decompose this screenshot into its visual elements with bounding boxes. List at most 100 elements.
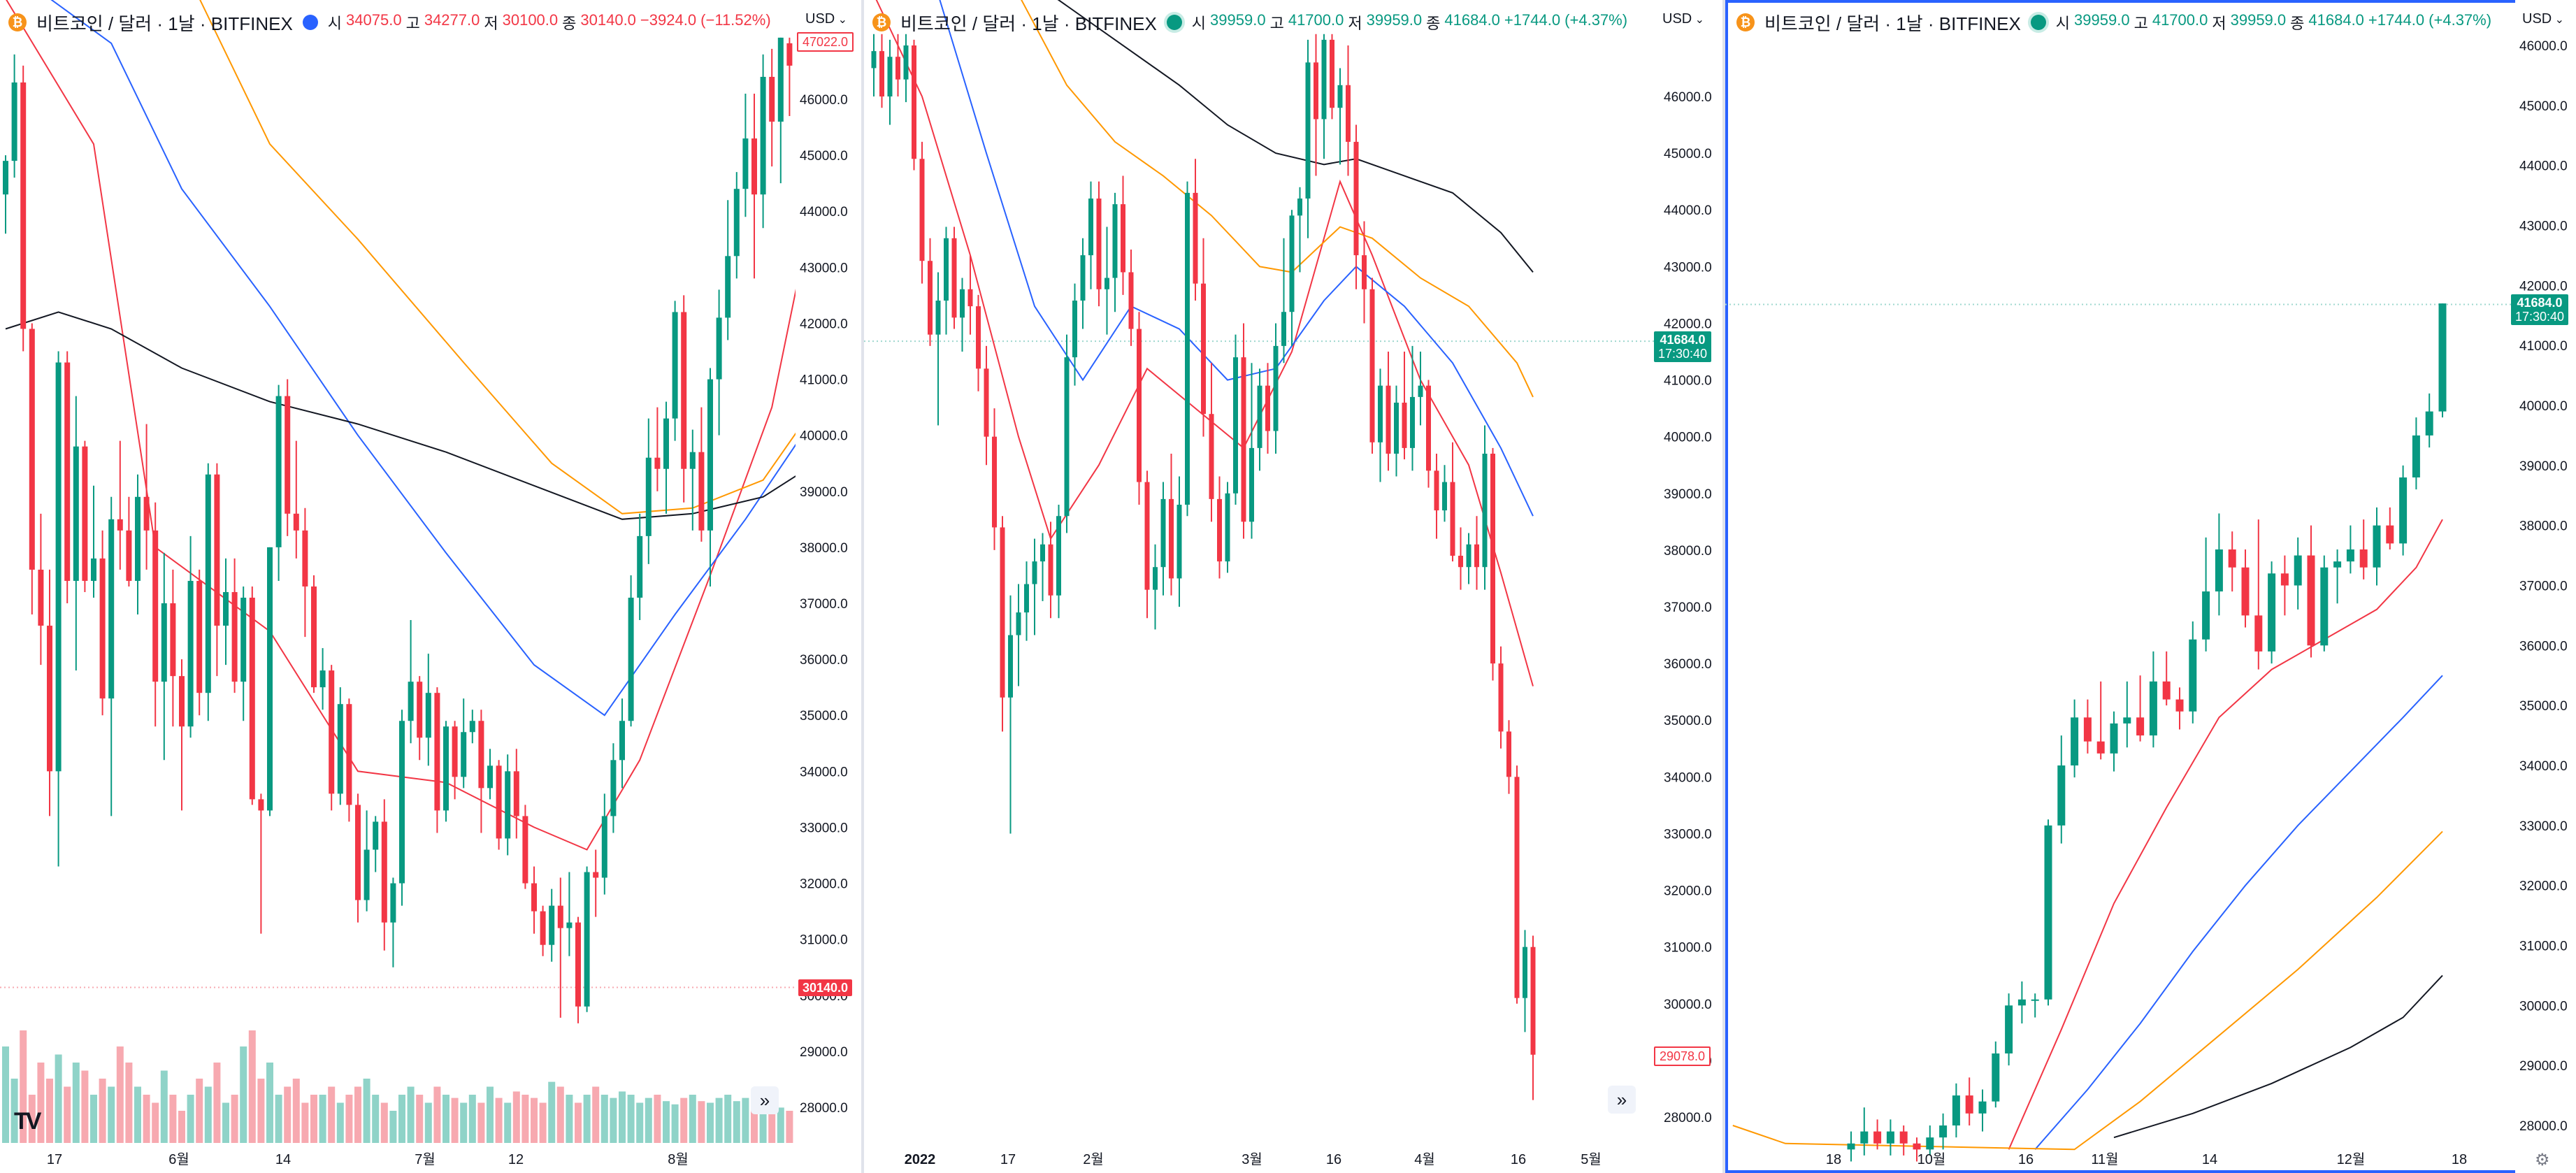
low-price-label: 29078.0 bbox=[1654, 1046, 1711, 1066]
candle bbox=[302, 508, 308, 638]
candle-body bbox=[399, 721, 405, 884]
settings-gear-icon[interactable]: ⚙ bbox=[2535, 1151, 2550, 1170]
y-tick-label: 40000.0 bbox=[800, 429, 848, 444]
chart-panel-1[interactable]: 46000.0 45000.0 44000.0 43000.0 42000.0 41000… bbox=[0, 0, 861, 1173]
candle bbox=[496, 760, 502, 850]
candle bbox=[716, 289, 722, 436]
chart-panel-3[interactable]: 46000.0 45000.0 44000.0 43000.0 42000.0 41000… bbox=[1725, 0, 2576, 1173]
candle-body bbox=[443, 726, 449, 811]
candle bbox=[1177, 476, 1182, 607]
x-tick-label: 6월 bbox=[168, 1151, 189, 1167]
panel-divider-1[interactable] bbox=[861, 0, 864, 1173]
y-tick-label: 46000.0 bbox=[800, 93, 848, 108]
candle-body bbox=[2346, 549, 2354, 562]
currency-selector[interactable]: USD bbox=[805, 11, 847, 27]
candle bbox=[2017, 981, 2026, 1024]
candle bbox=[777, 37, 784, 184]
y-tick-label: 32000.0 bbox=[800, 877, 848, 892]
ema-lines bbox=[5, 0, 799, 851]
volume-bar bbox=[143, 1095, 150, 1143]
scroll-to-realtime-button[interactable]: » bbox=[751, 1086, 779, 1114]
candle-body bbox=[223, 591, 229, 626]
ema-line bbox=[875, 0, 1534, 686]
candles bbox=[3, 37, 793, 1023]
candle bbox=[601, 793, 607, 895]
volume-bar bbox=[248, 1030, 256, 1143]
candle-body bbox=[1514, 777, 1520, 998]
open-value: 39959.0 bbox=[2074, 11, 2130, 29]
candle bbox=[1064, 334, 1070, 533]
scroll-to-realtime-button[interactable]: » bbox=[1608, 1086, 1636, 1114]
candle bbox=[1992, 1041, 2000, 1108]
candle bbox=[223, 558, 229, 665]
symbol-title[interactable]: 비트코인 / 달러 · 1날 · BITFINEX bbox=[36, 13, 293, 34]
candle-body bbox=[293, 513, 299, 531]
candle bbox=[1297, 187, 1302, 273]
candle-body bbox=[452, 726, 458, 777]
ohlc-readout: 시 39959.0 고 41700.0 저 39959.0 종 41684.0 +174… bbox=[1191, 11, 1628, 32]
candle-body bbox=[1281, 312, 1286, 346]
candle-body bbox=[610, 760, 617, 816]
candle bbox=[976, 294, 981, 391]
candle-body bbox=[1860, 1131, 1869, 1144]
candle-body bbox=[2228, 549, 2236, 568]
candle-body bbox=[1048, 544, 1053, 596]
x-tick-label: 10월 bbox=[1917, 1151, 1946, 1167]
candle bbox=[1040, 533, 1045, 601]
candle bbox=[108, 496, 115, 816]
candle-body bbox=[337, 704, 343, 794]
y-tick-label: 33000.0 bbox=[2519, 819, 2568, 834]
candle-body bbox=[1939, 1125, 1948, 1138]
y-tick-label: 41000.0 bbox=[2519, 339, 2568, 354]
volume-bar bbox=[531, 1098, 538, 1143]
chart-canvas-2[interactable]: 46000.0 45000.0 44000.0 43000.0 42000.0 41000… bbox=[864, 0, 1722, 1173]
candle-body bbox=[2044, 825, 2052, 1000]
candle bbox=[187, 535, 194, 738]
candle bbox=[1144, 470, 1150, 619]
x-tick-label: 4월 bbox=[1414, 1151, 1435, 1167]
chart-canvas-1[interactable]: 46000.0 45000.0 44000.0 43000.0 42000.0 41000… bbox=[0, 0, 861, 1173]
currency-selector[interactable]: USD bbox=[1662, 11, 1704, 27]
candle bbox=[1330, 34, 1334, 120]
candle-body bbox=[637, 535, 643, 598]
candle bbox=[1926, 1125, 1934, 1156]
candle bbox=[513, 749, 519, 839]
y-tick-label: 28000.0 bbox=[1664, 1111, 1712, 1125]
symbol-title[interactable]: 비트코인 / 달러 · 1날 · BITFINEX bbox=[1764, 13, 2021, 34]
candle bbox=[540, 905, 546, 956]
ema-line bbox=[5, 311, 799, 520]
y-tick-label: 36000.0 bbox=[800, 653, 848, 668]
volume-bar bbox=[487, 1086, 494, 1143]
candle-body bbox=[161, 603, 167, 682]
candle bbox=[1506, 720, 1511, 794]
candle bbox=[1394, 385, 1399, 477]
y-tick-label: 46000.0 bbox=[1664, 90, 1712, 105]
chart-canvas-3[interactable]: 46000.0 45000.0 44000.0 43000.0 42000.0 41000… bbox=[1725, 0, 2576, 1173]
candle bbox=[557, 877, 563, 1018]
candle bbox=[240, 586, 247, 721]
symbol-title[interactable]: 비트코인 / 달러 · 1날 · BITFINEX bbox=[900, 13, 1157, 34]
bar-countdown: 17:30:40 bbox=[2515, 310, 2565, 324]
chart-panel-2[interactable]: 46000.0 45000.0 44000.0 43000.0 42000.0 41000… bbox=[864, 0, 1722, 1173]
currency-selector[interactable]: USD bbox=[2522, 11, 2564, 27]
candles bbox=[1847, 303, 2447, 1162]
candle bbox=[912, 39, 916, 171]
axes: 46000.0 45000.0 44000.0 43000.0 42000.0 41000… bbox=[1826, 0, 2576, 1173]
candle-body bbox=[469, 721, 475, 733]
panel-divider-2[interactable] bbox=[1722, 0, 1725, 1173]
candle bbox=[742, 93, 749, 217]
candle bbox=[461, 698, 467, 789]
x-tick-label: 18 bbox=[1826, 1152, 1841, 1167]
candle bbox=[1225, 482, 1230, 573]
candle-body bbox=[1530, 947, 1536, 1055]
volume-bar bbox=[556, 1086, 564, 1143]
candle bbox=[2071, 699, 2079, 778]
candle bbox=[1048, 521, 1053, 619]
candle bbox=[1321, 34, 1327, 159]
volume-bar bbox=[46, 1079, 53, 1143]
candle-body bbox=[1008, 635, 1013, 698]
replay-icon[interactable] bbox=[302, 15, 318, 30]
volume-bar bbox=[213, 1063, 221, 1143]
candle-body bbox=[179, 676, 185, 727]
candle bbox=[179, 659, 185, 811]
